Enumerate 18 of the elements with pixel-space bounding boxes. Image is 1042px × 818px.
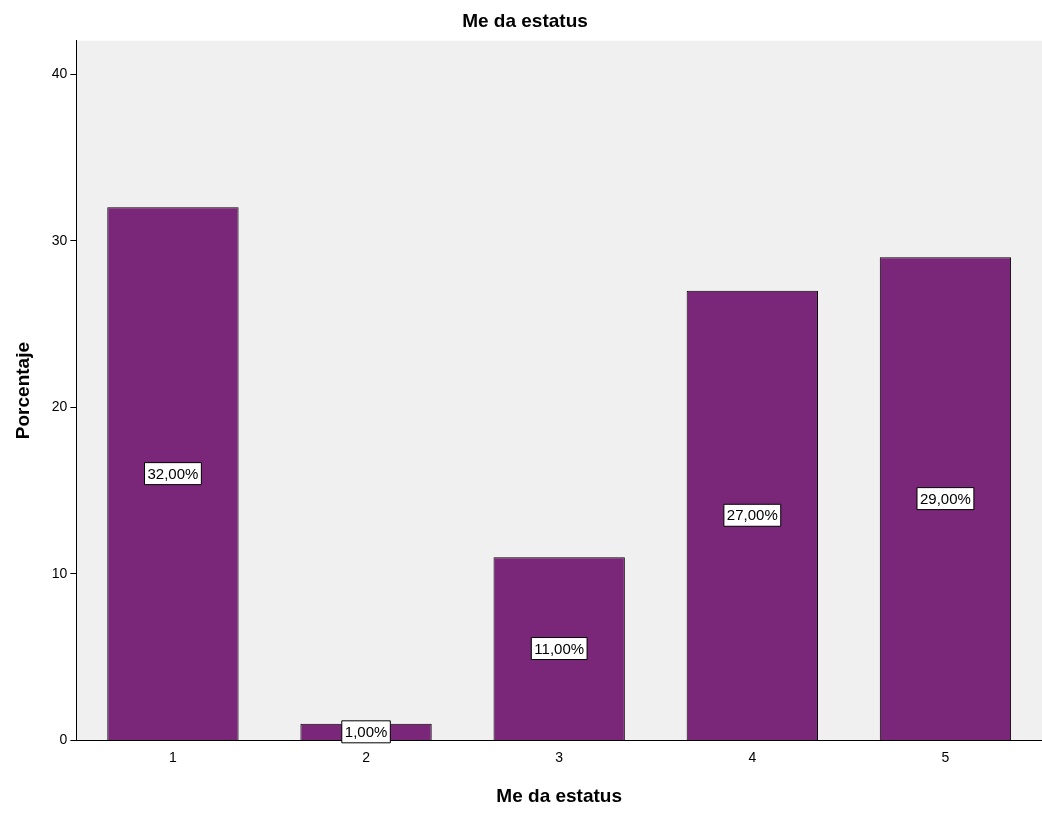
x-tick-label: 5	[941, 748, 950, 765]
data-label: 29,00%	[920, 489, 971, 507]
x-axis-title: Me da estatus	[496, 784, 623, 806]
y-tick-label: 10	[51, 564, 68, 581]
data-label: 1,00%	[344, 722, 388, 740]
y-tick-label: 40	[51, 64, 68, 81]
y-tick-label: 20	[51, 398, 68, 415]
data-label: 11,00%	[534, 639, 585, 657]
y-tick-label: 30	[51, 231, 68, 248]
y-tick-label: 0	[59, 731, 68, 748]
chart-title: Me da estatus	[462, 9, 588, 31]
data-label: 27,00%	[726, 506, 778, 524]
y-axis-title: Porcentaje	[11, 342, 33, 440]
x-tick-label: 2	[362, 748, 371, 765]
x-tick-label: 4	[748, 748, 757, 765]
x-tick-label: 1	[169, 748, 178, 765]
data-label: 32,00%	[147, 464, 199, 482]
x-tick-label: 3	[555, 748, 564, 765]
